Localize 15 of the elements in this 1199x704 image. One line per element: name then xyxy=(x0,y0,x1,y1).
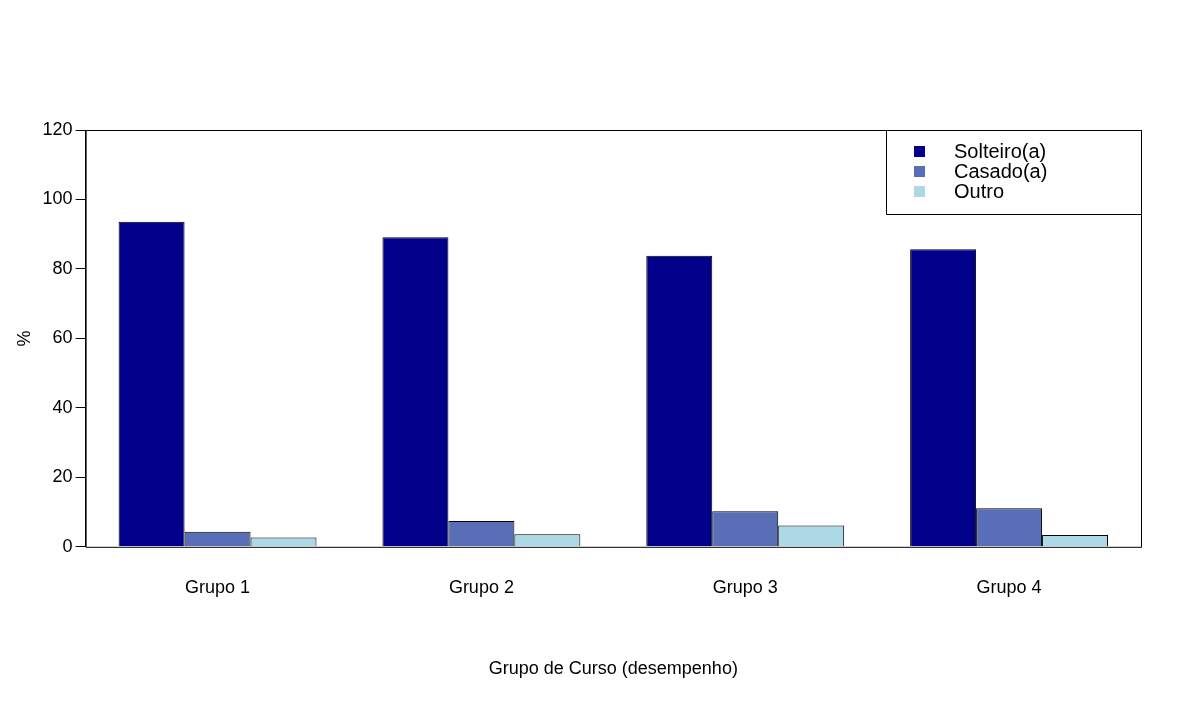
x-tick-label: Grupo 1 xyxy=(185,576,251,597)
y-tick-label: 0 xyxy=(62,535,73,556)
legend-label: Solteiro(a) xyxy=(954,139,1047,162)
y-axis-title: % xyxy=(13,330,34,347)
y-tick-label: 20 xyxy=(52,466,73,487)
y-tick-label: 60 xyxy=(52,327,73,348)
x-axis-title: Grupo de Curso (desempenho) xyxy=(488,658,738,679)
y-tick-label: 120 xyxy=(42,118,73,139)
y-tick-label: 100 xyxy=(42,188,73,209)
x-tick-label: Grupo 4 xyxy=(976,576,1042,597)
y-tick-label: 40 xyxy=(52,396,73,417)
y-tick-label: 80 xyxy=(52,257,73,278)
x-tick-label: Grupo 2 xyxy=(448,576,514,597)
x-tick-label: Grupo 3 xyxy=(712,576,778,597)
legend-label: Outro xyxy=(954,179,1005,202)
